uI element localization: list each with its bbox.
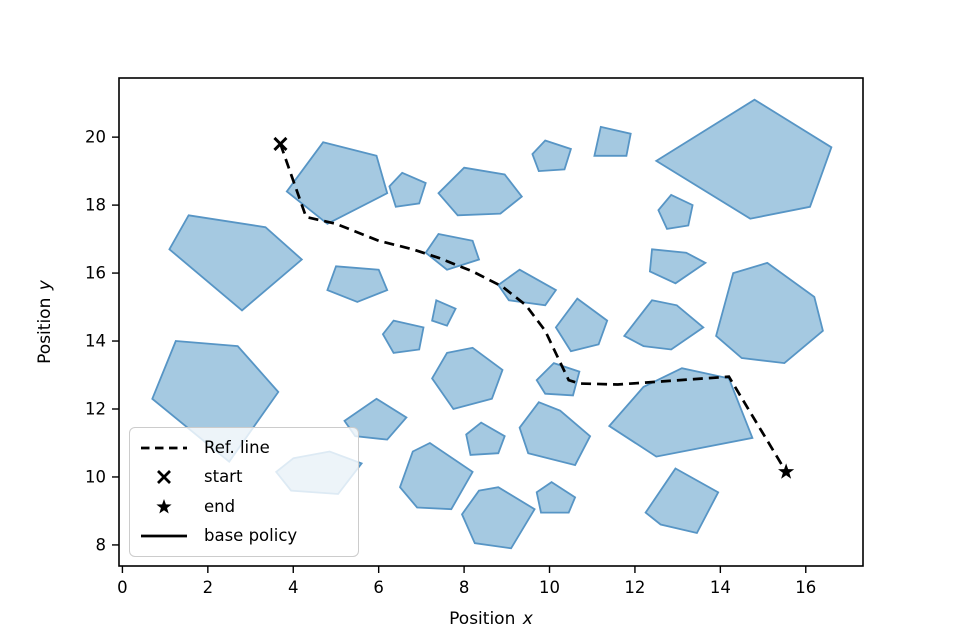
x-tick-label: 16: [795, 578, 816, 597]
legend-item-end: end: [140, 493, 350, 520]
x-tick-label: 4: [288, 578, 299, 597]
obstacle-polygon: [168, 214, 304, 312]
obstacle-polygon: [437, 166, 524, 217]
legend-item-ref-line: Ref. line: [140, 434, 350, 461]
legend-label: Ref. line: [204, 437, 270, 457]
x-tick-label: 8: [459, 578, 470, 597]
x-tick-label: 14: [710, 578, 731, 597]
x-marker-line: [273, 136, 288, 151]
star-marker-shape: [778, 463, 795, 479]
obstacle-polygon: [497, 268, 558, 307]
y-tick-label: 8: [96, 535, 107, 554]
x-marker-icon: [157, 470, 171, 485]
obstacle-polygon: [343, 397, 408, 441]
obstacle-polygon: [531, 139, 573, 173]
x-tick-label: 0: [117, 578, 128, 597]
obstacle-polygon: [644, 467, 720, 535]
obstacle-polygon: [388, 171, 427, 208]
obstacle-polygon: [424, 233, 481, 271]
obstacle-polygon: [535, 362, 581, 397]
ref-line: [279, 143, 788, 473]
x-tick-label: 2: [203, 578, 214, 597]
legend-label: base policy: [204, 526, 298, 545]
obstacle-polygon: [554, 297, 609, 353]
legend-label: start: [204, 467, 243, 486]
y-tick-label: 12: [85, 399, 106, 418]
star-marker-icon: [156, 498, 172, 514]
y-tick-label: 20: [85, 128, 106, 147]
obstacle-polygon: [622, 299, 705, 351]
obstacle-polygon: [654, 98, 833, 220]
obstacle-polygon: [535, 481, 577, 514]
legend-item-start: start: [140, 464, 350, 491]
obstacle-polygon: [381, 319, 425, 354]
obstacle-polygon: [593, 125, 632, 157]
start-marker-x-icon: [273, 136, 288, 151]
y-axis-ticks: 8 10 12 14 16 18 20: [85, 128, 119, 554]
obstacle-polygon: [431, 299, 457, 327]
y-axis-label: Position y: [35, 279, 55, 364]
obstacle-polygon: [285, 141, 389, 225]
y-tick-label: 16: [85, 264, 106, 283]
axes-frame: [118, 77, 864, 567]
y-tick-label: 10: [85, 467, 106, 486]
y-tick-label: 18: [85, 196, 106, 215]
obstacle-polygon: [657, 193, 694, 230]
obstacle-polygon: [326, 265, 389, 303]
legend-label: end: [204, 496, 236, 516]
x-tick-label: 6: [373, 578, 384, 597]
x-tick-label: 10: [539, 578, 560, 597]
obstacle-polygon: [648, 248, 708, 285]
obstacle-polygon: [460, 486, 536, 550]
x-axis-label: Position x: [449, 609, 534, 629]
obstacle-polygon: [431, 346, 504, 411]
obstacle-polygon: [518, 401, 592, 467]
obstacle-polygon: [398, 441, 474, 511]
solid-line-icon: [141, 534, 187, 538]
y-tick-label: 14: [85, 332, 106, 351]
end-marker-star-icon: [778, 463, 795, 479]
legend: Ref. line start end base policy: [129, 427, 359, 557]
legend-item-base-policy: base policy: [140, 523, 350, 550]
x-axis-ticks: 0 2 4 6 8 10 12 14 16: [117, 566, 816, 597]
x-tick-label: 12: [624, 578, 645, 597]
dashed-line-icon: [141, 446, 187, 450]
obstacle-polygon: [465, 421, 506, 456]
obstacle-polygon: [715, 261, 824, 365]
